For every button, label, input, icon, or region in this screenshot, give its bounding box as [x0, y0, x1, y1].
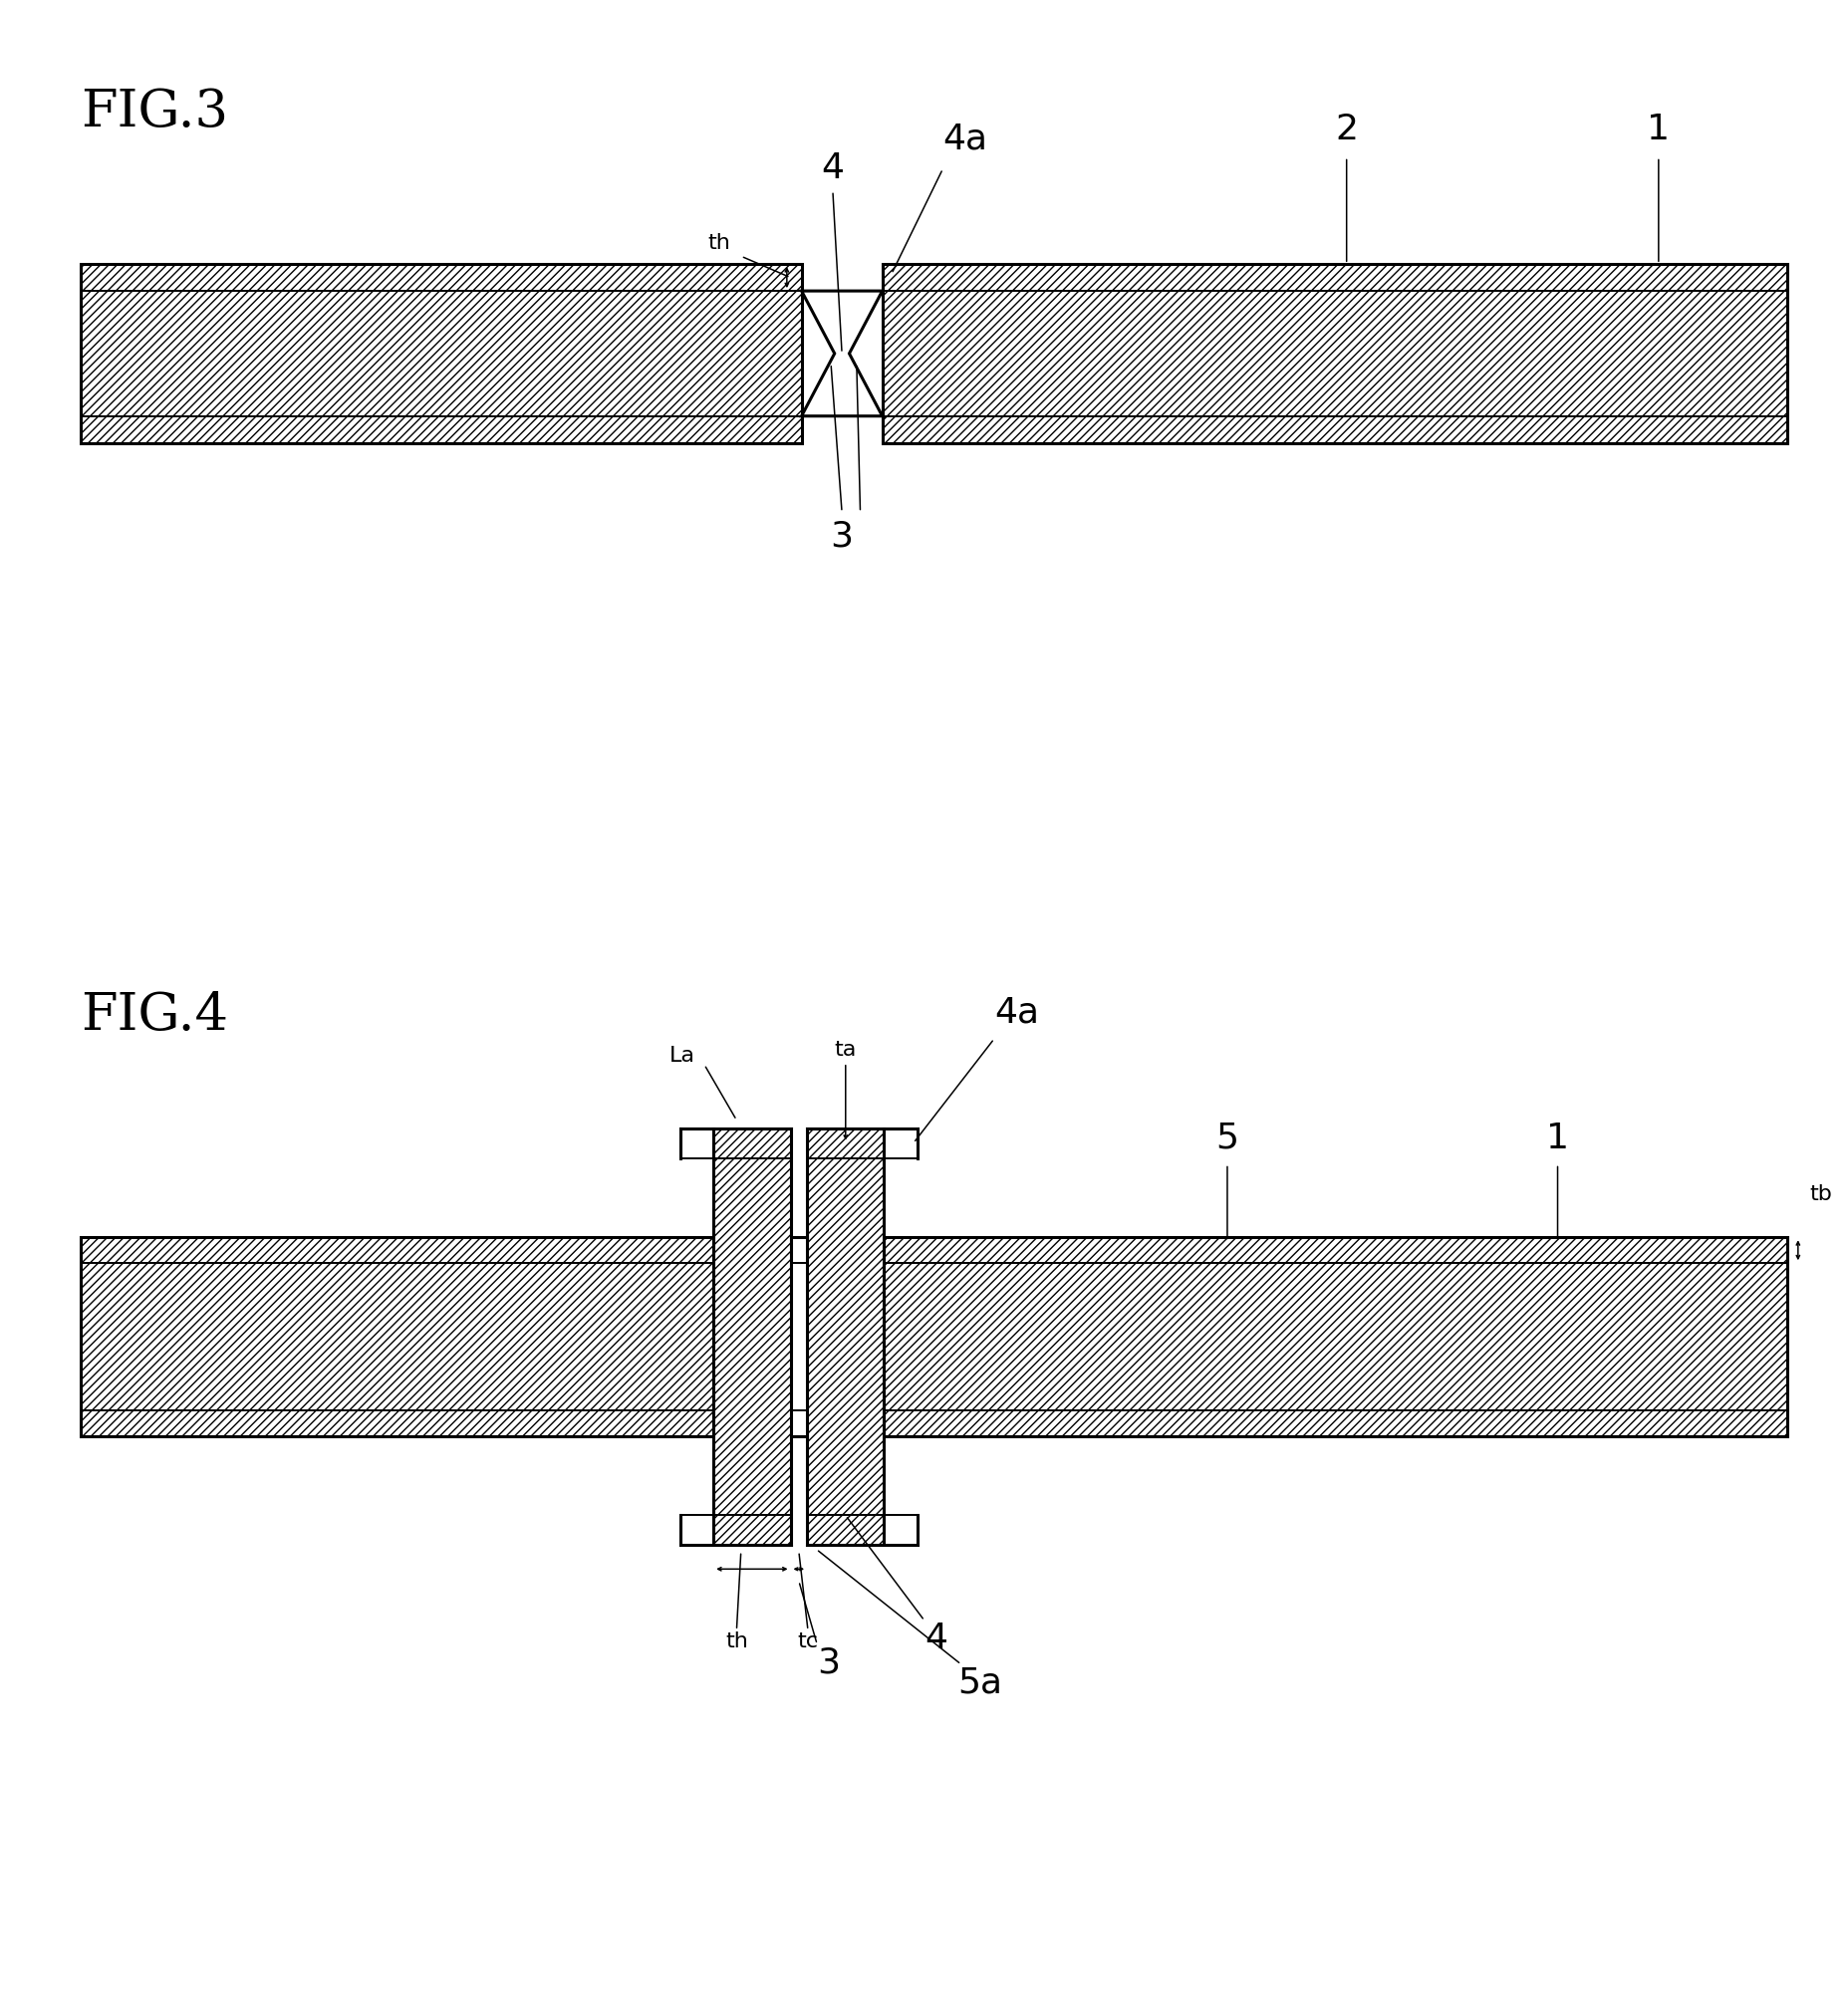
Text: 3: 3	[817, 1645, 839, 1679]
Text: 5: 5	[1216, 1121, 1238, 1153]
Text: 4: 4	[924, 1621, 946, 1655]
Bar	[791, 1129, 806, 1545]
Polygon shape	[802, 292, 881, 418]
Text: FIG.4: FIG.4	[79, 990, 227, 1039]
Text: th: th	[724, 1631, 748, 1651]
Bar	[806, 1129, 883, 1545]
Text: La: La	[669, 1045, 695, 1065]
Text: 1: 1	[1545, 1121, 1569, 1153]
Text: 5a: 5a	[957, 1665, 1002, 1699]
Text: 4: 4	[821, 152, 845, 186]
Bar	[881, 266, 1785, 444]
Text: 3: 3	[830, 520, 854, 554]
Bar	[79, 266, 802, 444]
Text: ta: ta	[833, 1039, 856, 1059]
Text: tc: tc	[796, 1631, 819, 1651]
Text: FIG.3: FIG.3	[79, 86, 227, 138]
Text: th: th	[708, 234, 730, 254]
Text: 4a: 4a	[942, 122, 987, 156]
Text: tb: tb	[1807, 1183, 1831, 1203]
Bar	[713, 1129, 791, 1545]
Text: 4a: 4a	[994, 996, 1039, 1029]
Bar	[79, 1237, 713, 1435]
Bar	[883, 1237, 1785, 1435]
Text: 2: 2	[1334, 112, 1356, 146]
Text: 1: 1	[1647, 112, 1669, 146]
